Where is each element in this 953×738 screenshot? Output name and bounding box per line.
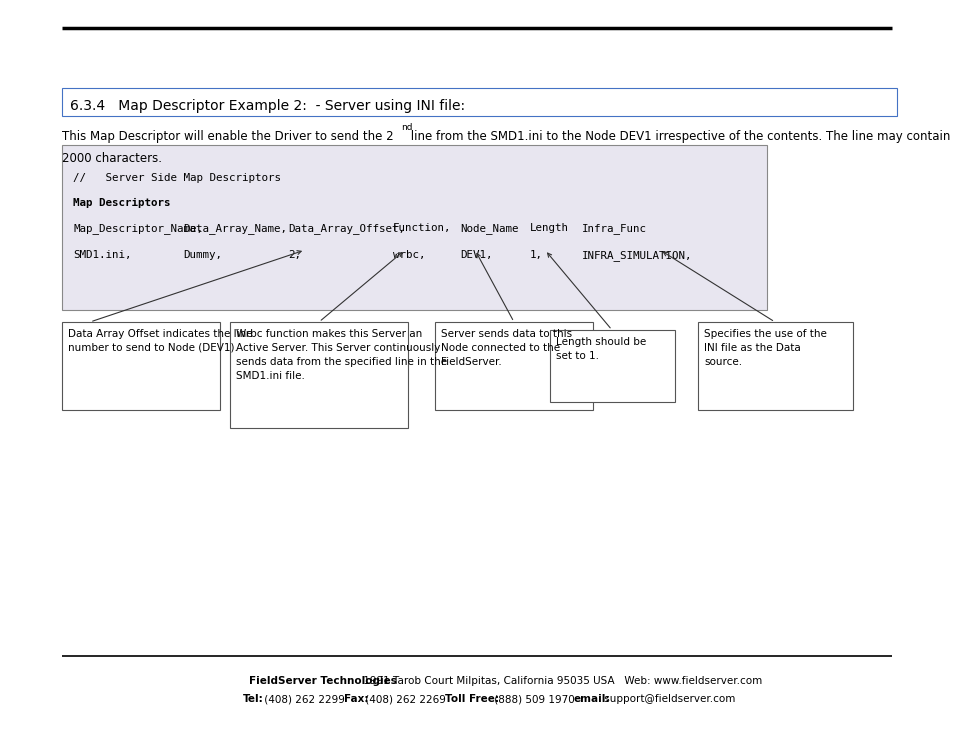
Text: Dummy,: Dummy,: [183, 250, 222, 260]
Text: Server sends data to this
Node connected to the
FieldServer.: Server sends data to this Node connected…: [440, 329, 572, 367]
Text: line from the SMD1.ini to the Node DEV1 irrespective of the contents. The line m: line from the SMD1.ini to the Node DEV1 …: [407, 130, 953, 143]
Text: 1,: 1,: [530, 250, 542, 260]
Text: Specifies the use of the
INI file as the Data
source.: Specifies the use of the INI file as the…: [703, 329, 826, 367]
Text: support@fieldserver.com: support@fieldserver.com: [600, 694, 735, 704]
Text: Infra_Func: Infra_Func: [581, 223, 646, 234]
Text: DEV1,: DEV1,: [459, 250, 492, 260]
Text: //   Server Side Map Descriptors: // Server Side Map Descriptors: [73, 173, 281, 183]
Text: FieldServer Technologies: FieldServer Technologies: [249, 676, 396, 686]
Text: Map_Descriptor_Name,: Map_Descriptor_Name,: [73, 223, 203, 234]
Text: Data Array Offset indicates the line
number to send to Node (DEV1).: Data Array Offset indicates the line num…: [68, 329, 253, 353]
FancyBboxPatch shape: [698, 322, 852, 410]
Text: INFRA_SIMULATION,: INFRA_SIMULATION,: [581, 250, 692, 261]
FancyBboxPatch shape: [62, 145, 766, 310]
FancyBboxPatch shape: [550, 330, 675, 402]
Text: (408) 262 2299: (408) 262 2299: [260, 694, 355, 704]
Text: Data_Array_Name,: Data_Array_Name,: [183, 223, 287, 234]
Text: wrbc,: wrbc,: [393, 250, 425, 260]
Text: Function,: Function,: [393, 223, 451, 233]
Text: SMD1.ini,: SMD1.ini,: [73, 250, 132, 260]
Text: 2,: 2,: [288, 250, 301, 260]
FancyBboxPatch shape: [230, 322, 408, 428]
Text: Tel:: Tel:: [242, 694, 263, 704]
FancyBboxPatch shape: [62, 322, 220, 410]
Text: Map Descriptors: Map Descriptors: [73, 198, 171, 208]
Text: 1991 Tarob Court Milpitas, California 95035 USA   Web: www.fieldserver.com: 1991 Tarob Court Milpitas, California 95…: [359, 676, 761, 686]
Text: (888) 509 1970: (888) 509 1970: [490, 694, 583, 704]
Text: Data_Array_Offset,: Data_Array_Offset,: [288, 223, 405, 234]
Text: Length: Length: [530, 223, 568, 233]
FancyBboxPatch shape: [435, 322, 593, 410]
Text: Toll Free:: Toll Free:: [444, 694, 498, 704]
Text: This Map Descriptor will enable the Driver to send the 2: This Map Descriptor will enable the Driv…: [62, 130, 394, 143]
Text: 6.3.4   Map Descriptor Example 2:  - Server using INI file:: 6.3.4 Map Descriptor Example 2: - Server…: [70, 99, 465, 113]
Text: Fax:: Fax:: [343, 694, 368, 704]
Text: email:: email:: [573, 694, 610, 704]
Text: 2000 characters.: 2000 characters.: [62, 152, 162, 165]
Text: (408) 262 2269: (408) 262 2269: [361, 694, 456, 704]
Text: Node_Name: Node_Name: [459, 223, 518, 234]
Text: Length should be
set to 1.: Length should be set to 1.: [556, 337, 645, 361]
Text: nd: nd: [400, 123, 412, 133]
Text: Wrbc function makes this Server an
Active Server. This Server continuously
sends: Wrbc function makes this Server an Activ…: [235, 329, 447, 381]
